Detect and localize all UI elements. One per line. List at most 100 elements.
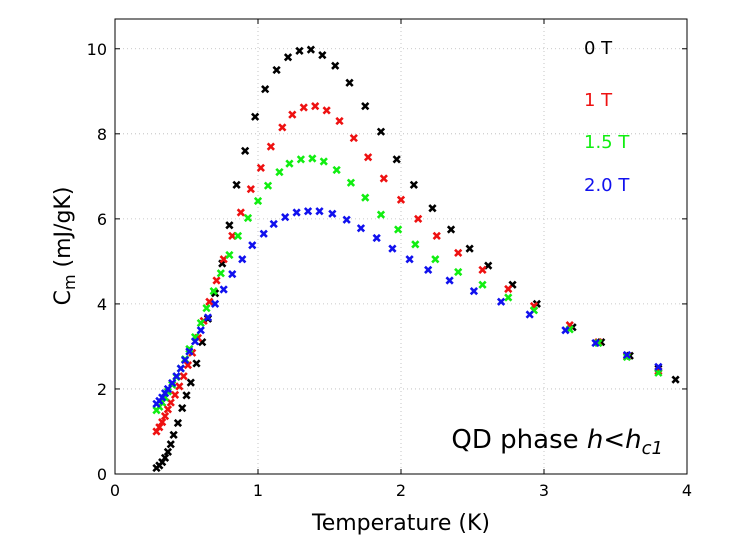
y-tick-label: 10: [87, 40, 107, 59]
data-point: [166, 398, 175, 407]
data-point: [496, 297, 506, 306]
data-point: [232, 180, 241, 189]
data-point: [478, 265, 487, 275]
data-point: [318, 51, 327, 60]
tick-labels: 0 1 2 3 4 0 2 4 6 8 10: [87, 40, 692, 500]
data-point: [591, 338, 600, 348]
phase-annotation: QD phase h<hc1: [451, 425, 663, 459]
data-point: [299, 103, 308, 112]
data-point: [311, 102, 320, 111]
data-point: [671, 375, 680, 384]
data-point: [561, 326, 570, 335]
data-point: [445, 276, 454, 285]
data-point: [414, 214, 423, 223]
data-point: [469, 287, 479, 296]
data-point: [392, 155, 401, 164]
data-point: [236, 208, 245, 217]
y-axis-label: Cm (mJ/gK): [51, 187, 79, 306]
data-point: [178, 403, 187, 413]
data-point: [212, 276, 221, 285]
legend-label-1-5t: 1.5 T: [584, 132, 630, 153]
data-point: [432, 231, 441, 240]
y-axis-label-main: C: [51, 290, 76, 305]
data-point: [346, 178, 356, 187]
data-point: [219, 285, 228, 294]
data-point: [228, 270, 237, 279]
data-point: [331, 61, 340, 70]
data-point: [275, 167, 284, 177]
data-point: [332, 165, 341, 175]
data-point: [328, 209, 337, 218]
data-point: [454, 267, 463, 277]
data-point: [428, 204, 437, 213]
legend-label-0t: 0 T: [584, 38, 613, 59]
data-point: [281, 213, 290, 222]
data-point: [308, 154, 317, 163]
legend-label-2-0t: 2.0 T: [584, 175, 630, 196]
data-point: [266, 142, 275, 151]
annotation-italic: h<h: [587, 425, 642, 455]
data-point: [361, 102, 370, 111]
data-point: [394, 225, 403, 234]
data-point: [261, 85, 270, 94]
data-point: [160, 453, 170, 462]
data-point: [185, 347, 194, 356]
data-point: [356, 224, 366, 233]
data-point: [170, 390, 180, 400]
data-point: [205, 297, 214, 306]
x-tick-label: 1: [253, 481, 263, 500]
data-point: [272, 65, 281, 75]
data-point: [622, 350, 632, 360]
data-point: [253, 196, 263, 206]
data-point: [248, 241, 257, 250]
data-point: [241, 146, 250, 155]
data-markers: [152, 45, 680, 473]
data-point: [168, 378, 177, 388]
data-point: [411, 240, 420, 249]
data-point: [186, 378, 195, 387]
annotation-text: QD phase: [451, 425, 586, 455]
data-point: [504, 284, 513, 294]
data-point: [288, 110, 297, 119]
data-point: [209, 287, 218, 296]
data-point: [225, 250, 234, 260]
data-point: [192, 359, 201, 368]
x-tick-label: 3: [539, 481, 549, 500]
data-point: [246, 184, 255, 194]
data-point: [163, 405, 173, 414]
legend: 0 T 1 T 1.5 T 2.0 T: [584, 38, 630, 196]
data-point: [405, 255, 414, 264]
data-point: [203, 313, 213, 322]
data-point: [251, 112, 260, 121]
data-point: [292, 208, 301, 217]
data-point: [210, 299, 220, 309]
data-point: [303, 207, 313, 216]
data-point: [196, 326, 205, 335]
data-point: [176, 364, 185, 373]
data-point: [216, 269, 225, 278]
data-point: [306, 45, 316, 54]
data-point: [283, 53, 293, 62]
data-point: [179, 372, 188, 381]
data-point: [238, 255, 247, 264]
data-point: [172, 372, 181, 381]
data-point: [163, 447, 173, 457]
data-point: [465, 244, 474, 253]
data-point: [269, 219, 278, 229]
data-point: [342, 215, 351, 224]
data-point: [431, 255, 440, 264]
data-point: [278, 123, 287, 132]
series-3: [152, 207, 663, 408]
data-point: [335, 116, 344, 126]
data-point: [155, 423, 164, 432]
data-point: [225, 221, 234, 230]
data-point: [525, 310, 534, 319]
data-point: [263, 181, 273, 190]
data-point: [233, 231, 243, 240]
data-point: [296, 155, 306, 164]
data-point: [315, 207, 324, 216]
annotation-subscript: c1: [642, 438, 663, 459]
data-point: [349, 133, 358, 143]
data-point: [478, 280, 487, 289]
data-point: [173, 418, 183, 428]
